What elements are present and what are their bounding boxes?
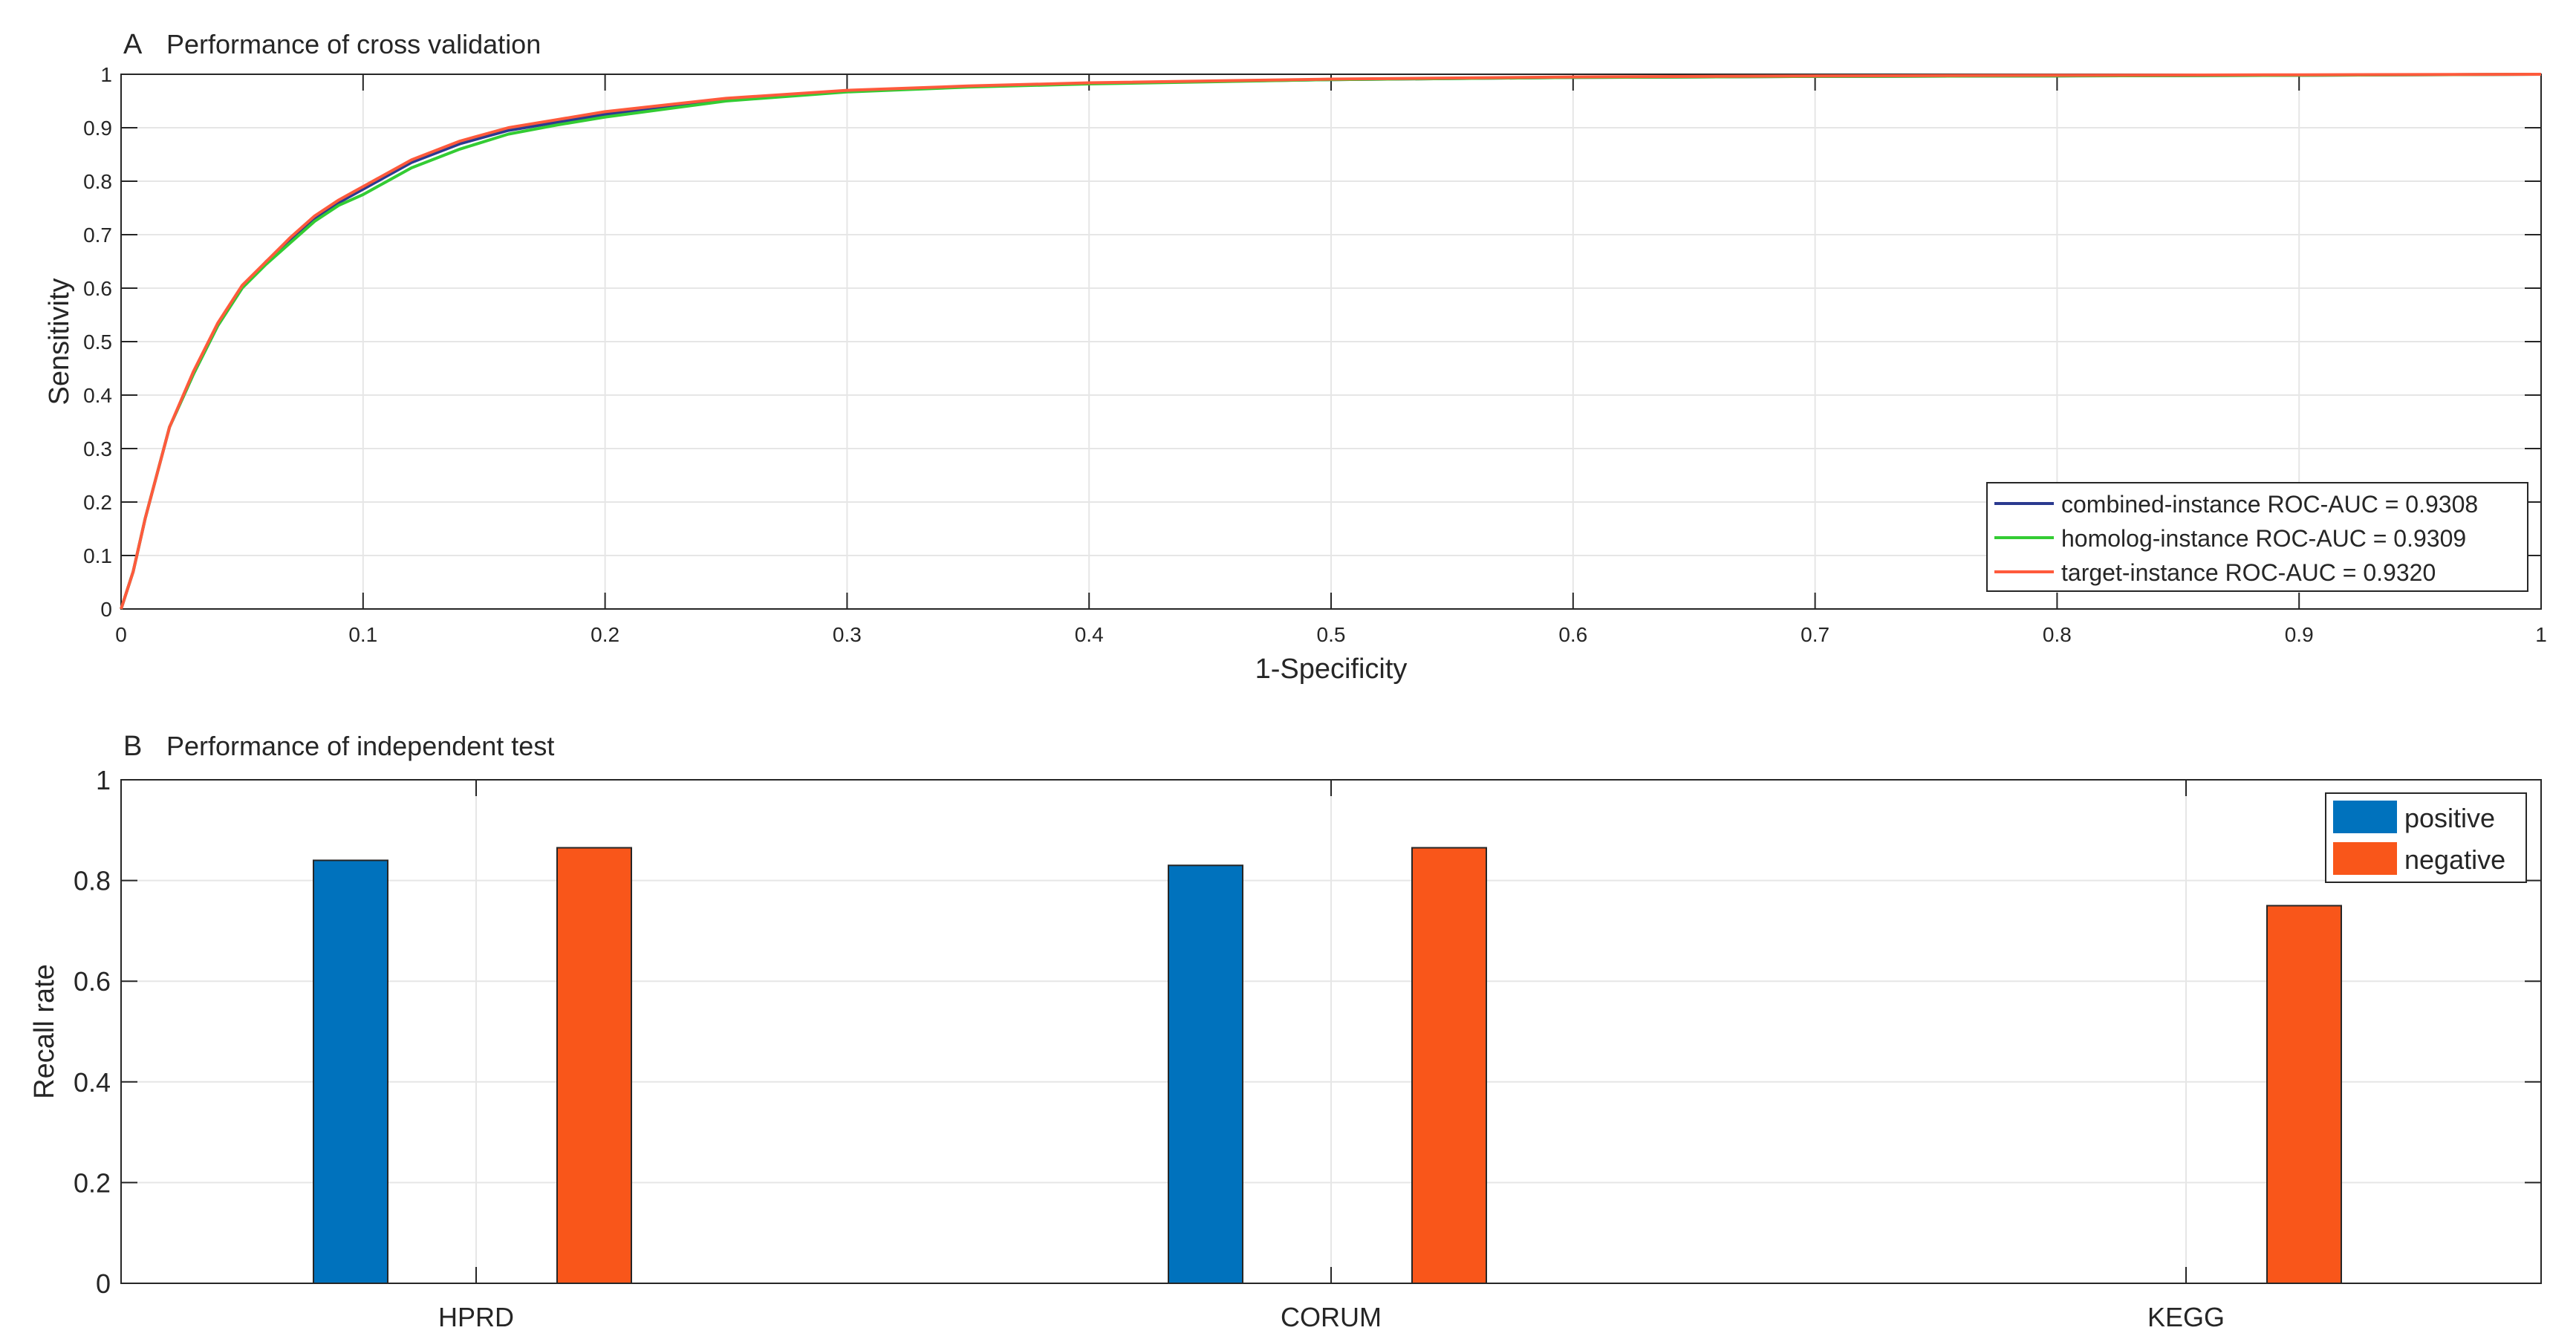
panel-b-ticks: 0 0.2 0.4 0.6 0.8 1 HPRD CORUM KEGG xyxy=(74,765,2541,1332)
panel-a-y-tick-label: 0.4 xyxy=(83,384,112,407)
panel-b-bars xyxy=(313,847,2342,1284)
panel-a-x-tick-label: 0.3 xyxy=(833,623,862,646)
legend-label-homolog: homolog-instance ROC-AUC = 0.9309 xyxy=(2061,525,2466,552)
panel-b-category-label: HPRD xyxy=(438,1302,514,1332)
panel-a-x-tick-label: 1 xyxy=(2535,623,2547,646)
panel-a-y-tick-label: 0.9 xyxy=(83,117,112,140)
panel-b-y-tick-label: 0.8 xyxy=(74,866,111,896)
panel-a-x-tick-label: 0.1 xyxy=(348,623,377,646)
panel-a-y-tick-label: 0.2 xyxy=(83,491,112,514)
panel-a-legend-box xyxy=(1986,482,2528,592)
legend-label-negative: negative xyxy=(2404,844,2505,875)
panel-b-y-tick-label: 0.2 xyxy=(74,1167,111,1198)
roc-curve-target xyxy=(120,73,2542,610)
bar-negative-corum xyxy=(1411,847,1487,1284)
panel-a-roc-chart: A Performance of cross validation 0 0.1 0.… xyxy=(44,29,2547,685)
panel-a-series xyxy=(120,73,2542,610)
panel-b-y-axis-label: Recall rate xyxy=(29,964,60,1099)
panel-a-y-tick-label: 0 xyxy=(100,598,112,621)
panel-a-y-tick-label: 0.7 xyxy=(83,224,112,247)
panel-b-category-label: CORUM xyxy=(1281,1302,1382,1332)
panel-a-y-tick-label: 0.1 xyxy=(83,544,112,567)
panel-a-x-tick-label: 0.8 xyxy=(2043,623,2072,646)
legend-label-positive: positive xyxy=(2404,803,2495,833)
panel-b-y-tick-label: 0.4 xyxy=(74,1067,111,1098)
panel-a-x-tick-label: 0.2 xyxy=(591,623,619,646)
legend-label-target: target-instance ROC-AUC = 0.9320 xyxy=(2061,559,2436,586)
panel-b-category-label: KEGG xyxy=(2147,1302,2225,1332)
panel-a-x-tick-label: 0.7 xyxy=(1801,623,1829,646)
panel-a-y-tick-label: 0.8 xyxy=(83,170,112,193)
panel-b-letter: B xyxy=(123,731,142,762)
panel-a-letter: A xyxy=(123,29,143,60)
panel-a-ticks: 0 0.1 0.2 0.3 0.4 0.5 0.6 0.7 0.8 0.9 1 0 0.1 0.2 0.3 0… xyxy=(83,63,2547,646)
legend-label-combined: combined-instance ROC-AUC = 0.9308 xyxy=(2061,491,2478,518)
bar-negative-kegg xyxy=(2266,905,2342,1284)
panel-a-y-tick-label: 0.5 xyxy=(83,330,112,354)
panel-a-x-tick-label: 0.4 xyxy=(1075,623,1104,646)
panel-a-x-tick-label: 0.9 xyxy=(2285,623,2314,646)
panel-a-title: Performance of cross validation xyxy=(166,29,541,59)
panel-a-y-tick-label: 1 xyxy=(100,63,112,86)
legend-swatch-negative xyxy=(2333,842,2397,875)
panel-b-y-tick-label: 1 xyxy=(96,765,111,795)
panel-b-y-tick-label: 0.6 xyxy=(74,966,111,997)
panel-a-x-tick-label: 0.5 xyxy=(1317,623,1346,646)
panel-a-y-tick-label: 0.3 xyxy=(83,437,112,460)
panel-b-y-tick-label: 0 xyxy=(96,1268,111,1299)
panel-a-x-tick-label: 0.6 xyxy=(1558,623,1587,646)
panel-a-y-tick-label: 0.6 xyxy=(83,277,112,300)
legend-swatch-positive xyxy=(2333,801,2397,833)
panel-a-grid xyxy=(121,74,2541,609)
panel-a-legend: combined-instance ROC-AUC = 0.9308 homol… xyxy=(1986,482,2528,592)
bar-positive-corum xyxy=(1168,864,1243,1284)
bar-negative-hprd xyxy=(556,847,632,1284)
panel-b-bar-chart: B Performance of independent test 0 0.2 0.… xyxy=(29,731,2542,1332)
panel-b-title: Performance of independent test xyxy=(166,731,554,761)
panel-a-x-tick-label: 0 xyxy=(115,623,127,646)
panel-a-x-axis-label: 1-Specificity xyxy=(1255,654,1408,685)
bar-positive-hprd xyxy=(313,859,388,1284)
panel-b-grid xyxy=(121,780,2541,1283)
panel-b-legend: positive negative xyxy=(2325,792,2527,883)
panel-a-y-axis-label: Sensitivity xyxy=(44,278,75,405)
